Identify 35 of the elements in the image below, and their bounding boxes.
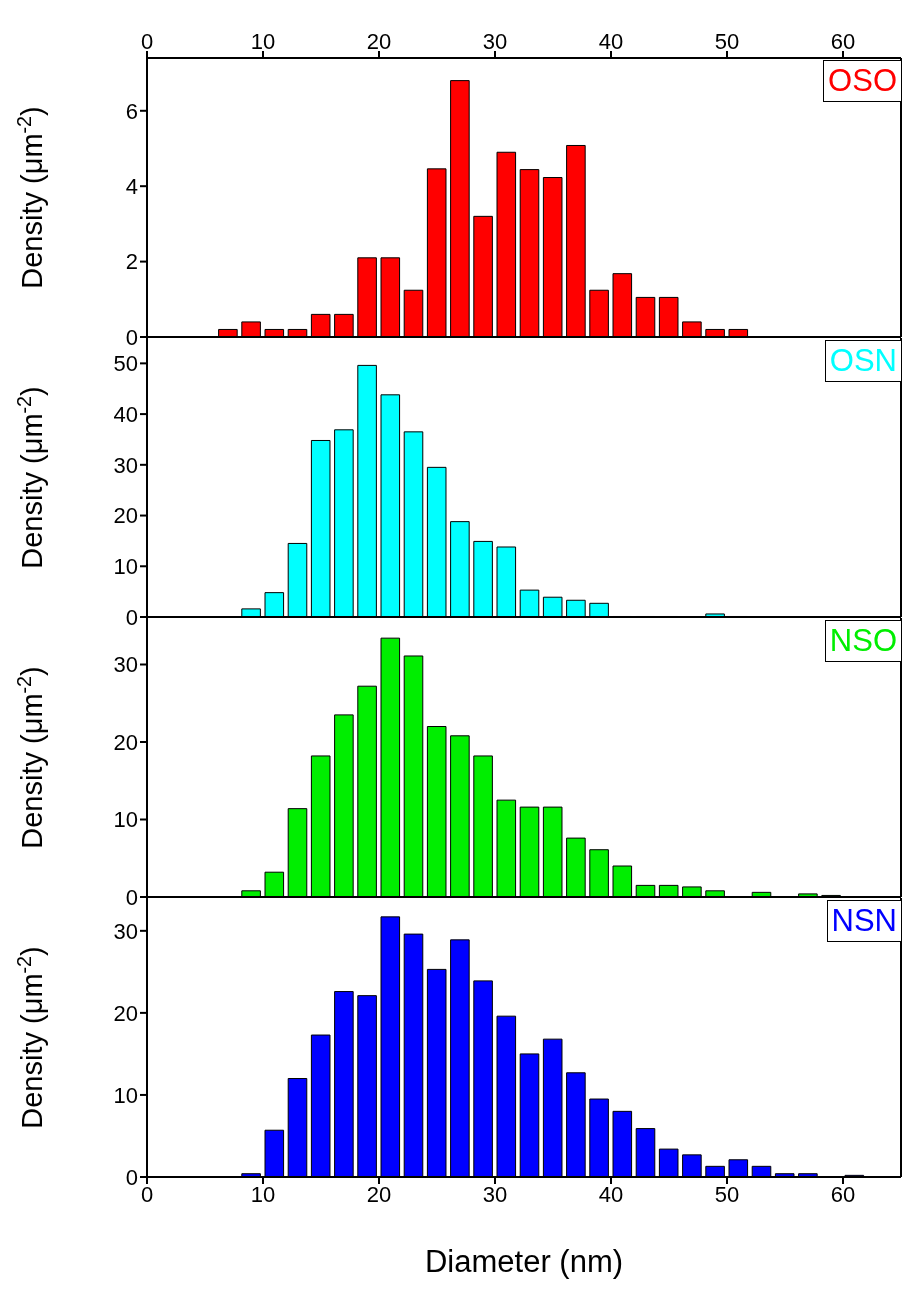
x2-tick-label: 20	[366, 29, 392, 54]
y-tick-label: 10	[113, 1082, 138, 1108]
x-axis-title: Diameter (nm)	[424, 1244, 624, 1279]
y-tick-label: 0	[125, 1164, 138, 1190]
x2-tick-label: 10	[250, 29, 276, 54]
y-tick-label: 0	[125, 884, 138, 910]
text: NSN	[826, 900, 902, 942]
y-tick-label: 4	[125, 174, 138, 199]
y-tick-label: 30	[113, 452, 138, 478]
x2-tick-label: 30	[482, 29, 508, 54]
x-tick-label: 30	[482, 1181, 508, 1207]
y-tick-label: 20	[113, 729, 138, 755]
y-tick-label: 20	[113, 503, 138, 529]
y-tick-label: 30	[113, 652, 138, 678]
y-tick-label: 6	[125, 98, 138, 124]
y-tick-label: 30	[113, 918, 138, 944]
y-tick-label: 10	[113, 807, 138, 833]
y-tick-label: 0	[125, 324, 138, 350]
y-tick-label: 50	[113, 351, 138, 377]
y-tick-label: 40	[113, 401, 138, 427]
x-tick-label: 40	[598, 1181, 624, 1207]
y-tick-label: 20	[113, 1000, 138, 1026]
y-tick-label: 10	[113, 554, 138, 580]
text: OSN	[824, 340, 902, 382]
text: OSO	[823, 60, 902, 102]
x2-tick-label: 50	[714, 29, 740, 54]
x-tick-label: 10	[250, 1181, 276, 1207]
x-tick-label: 50	[714, 1181, 740, 1207]
x2-tick-label: 60	[830, 29, 856, 54]
y-tick-label: 2	[125, 249, 138, 275]
x2-tick-label: 40	[598, 29, 624, 54]
text: NSO	[824, 620, 902, 662]
y-tick-label: 0	[125, 604, 138, 630]
x-tick-label: 20	[366, 1181, 392, 1207]
x-tick-label: 60	[830, 1181, 856, 1207]
